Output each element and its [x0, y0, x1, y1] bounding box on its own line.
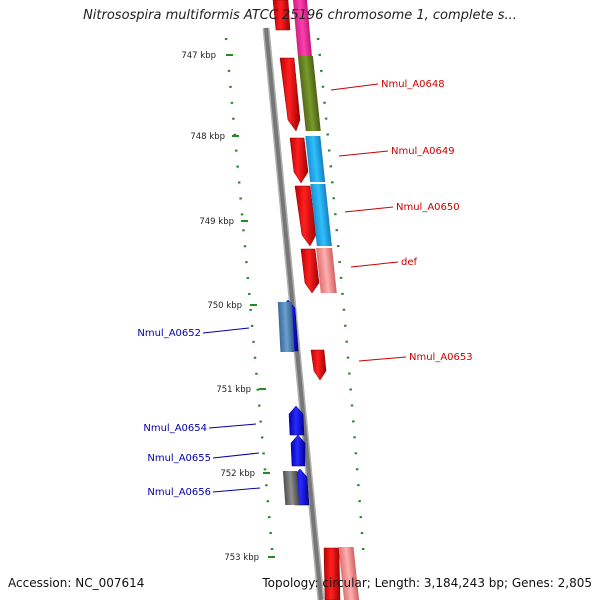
ruler-tick: 753 kbp [224, 553, 275, 563]
gene-arrow[interactable] [290, 434, 306, 467]
ruler-label: 749 kbp [199, 217, 234, 227]
cog-block [338, 547, 360, 600]
cog-block [305, 136, 326, 182]
ruler-label: 752 kbp [220, 469, 255, 479]
gene-label[interactable]: Nmul_A0656 [147, 487, 211, 498]
ruler-label: 748 kbp [190, 132, 225, 142]
gene-label[interactable]: Nmul_A0652 [137, 328, 201, 339]
gene-arrow[interactable] [272, 0, 291, 31]
cog-block [277, 302, 295, 352]
sequence-title: Nitrosospira multiformis ATCC 25196 chro… [83, 8, 517, 23]
forward-strand-genes [272, 0, 341, 600]
gene-arrow[interactable] [294, 185, 317, 247]
gene-label[interactable]: Nmul_A0648 [381, 79, 445, 90]
gene-arrow[interactable] [300, 248, 320, 294]
ruler-tick: 752 kbp [220, 469, 270, 479]
ruler-tick: 748 kbp [190, 132, 239, 142]
gene-arrow[interactable] [279, 57, 301, 132]
ruler: 747 kbp 748 kbp 749 kbp 750 kbp 751 kbp … [181, 51, 275, 563]
ruler-label: 750 kbp [207, 301, 242, 311]
genome-stats: Topology: circular; Length: 3,184,243 bp… [262, 576, 592, 590]
cog-block [282, 471, 300, 505]
gene-arrow[interactable] [289, 137, 309, 184]
cog-block [293, 0, 312, 56]
gene-label[interactable]: def [401, 257, 418, 268]
reverse-strand-genes [277, 299, 310, 506]
gene-arrow[interactable] [310, 349, 327, 381]
accession-label: Accession: NC_007614 [8, 576, 145, 590]
gene-label[interactable]: Nmul_A0650 [396, 202, 460, 213]
cog-block [297, 56, 321, 131]
gene-arrow[interactable] [288, 405, 305, 436]
ruler-tick: 751 kbp [216, 385, 266, 395]
gene-leader-lines [202, 83, 407, 493]
gene-label[interactable]: Nmul_A0654 [143, 423, 207, 434]
gene-label[interactable]: Nmul_A0653 [409, 352, 473, 363]
gene-label[interactable]: Nmul_A0655 [147, 453, 211, 464]
ruler-tick: 747 kbp [181, 51, 233, 61]
gene-label[interactable]: Nmul_A0649 [391, 146, 455, 157]
ruler-tick: 750 kbp [207, 301, 257, 311]
ruler-label: 747 kbp [181, 51, 216, 61]
ruler-label: 751 kbp [216, 385, 251, 395]
ruler-tick: 749 kbp [199, 217, 248, 227]
cog-block [316, 248, 337, 293]
gene-arrow[interactable] [323, 547, 341, 600]
gene-labels: Nmul_A0648 Nmul_A0649 Nmul_A0650 def Nmu… [137, 79, 472, 498]
ruler-label: 753 kbp [224, 553, 259, 563]
cog-block [310, 184, 332, 246]
cog-category-blocks [293, 0, 360, 600]
